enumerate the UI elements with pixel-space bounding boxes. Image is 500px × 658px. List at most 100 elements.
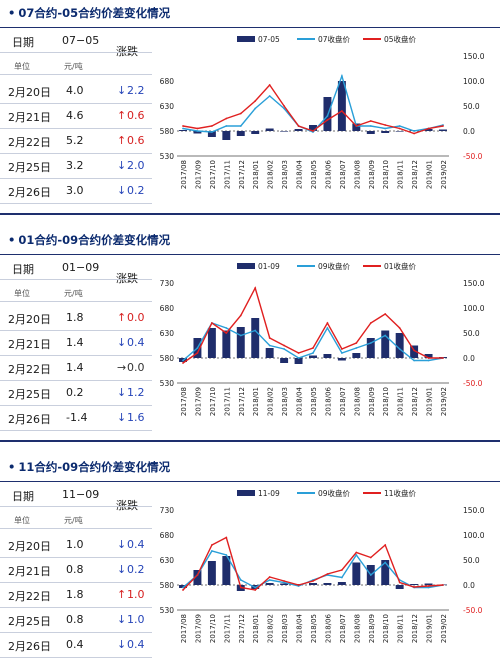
x-tick-label: 2018/01 [252,387,260,416]
far-price-point [326,119,329,121]
spread-bar [337,358,346,361]
x-tick-label: 2017/10 [209,387,217,416]
row-change-value: 0.0 [127,311,145,324]
near-price-point [239,125,242,127]
x-tick-label: 2018/04 [296,386,304,416]
unit-label: 单位 [14,62,30,71]
far-price-point [254,589,257,591]
x-tick-label: 2017/08 [180,387,188,416]
legend-swatch-bar [237,490,255,496]
near-price-point [210,131,213,133]
left-tick-label: 580 [160,581,175,590]
far-price-point [355,125,358,127]
near-price-point [384,561,387,564]
table-header-date: 日期 [12,490,34,503]
near-price-point [182,359,184,362]
near-price-point [225,327,228,329]
right-tick-label: 100.0 [463,304,485,313]
spread-bar [439,129,447,131]
x-tick-label: 2018/02 [267,387,275,416]
row-rule [0,405,152,406]
row-change-value: 0.6 [127,134,145,147]
far-price-point [413,349,416,352]
row-change-value: 0.2 [127,563,145,576]
x-tick-label: 2018/06 [324,386,332,416]
row-date: 2月21日 [8,338,51,351]
unit-value: 元/吨 [64,289,83,298]
spread-bar [352,353,361,358]
row-change-value: 0.4 [127,538,145,551]
spread-chart: 01-09 09收盘价 01收盘价 730 680 630 580 530 150.0 100.0… [160,261,485,416]
row-rule [0,380,152,381]
row-change-value: 2.2 [127,84,145,97]
far-price-point [398,327,401,329]
near-price-point [427,586,430,589]
far-price-point [384,544,387,546]
spread-panel: • 11合约-09合约价差变化情况 日期 11−09 涨跌 单位 元/吨 2月20日 1.0 ↓ 0… [0,454,500,658]
right-tick-label: 150.0 [463,506,485,515]
near-price-point [326,327,329,329]
far-price-point [225,117,228,120]
spread-bar [265,128,274,131]
row-spread-value: 1.0 [66,538,84,551]
section-title: • 11合约-09合约价差变化情况 [8,459,170,475]
legend-item: 11收盘价 [363,488,417,498]
row-rule [0,103,152,104]
change-arrow-icon: ↓ [117,336,127,349]
left-tick-label: 680 [160,531,175,540]
bullet-icon: • [8,6,16,20]
spread-bar [236,327,245,358]
row-rule [0,632,152,633]
near-price-point [297,357,300,359]
spread-bar [222,556,231,585]
x-tick-label: 2018/02 [267,160,275,189]
right-tick-label: -50.0 [463,606,483,615]
spread-bar [280,131,289,132]
spread-bar [236,131,245,136]
table-header-date: 日期 [12,36,34,49]
far-price-point [384,313,387,315]
row-rule [0,355,152,356]
far-price-point [427,127,430,130]
near-price-point [312,352,314,354]
row-change-value: 1.0 [127,588,145,601]
spread-panel: • 01合约-09合约价差变化情况 日期 01−09 涨跌 单位 元/吨 2月20日 1.8 ↑ 0… [0,227,500,446]
row-date: 2月22日 [8,590,51,603]
x-tick-label: 2019/02 [440,160,448,189]
far-price-point [210,544,213,546]
row-spread-value: 0.8 [66,563,84,576]
row-spread-value: 5.2 [66,134,84,147]
legend-item: 11-09 [237,489,280,498]
legend-item: 07收盘价 [297,34,351,44]
near-price-point [210,550,213,552]
row-spread-value: 4.6 [66,109,84,122]
unit-value: 元/吨 [64,62,83,71]
spread-bar [410,584,419,585]
spread-bar [381,330,390,358]
row-spread-value: 4.0 [66,84,84,97]
near-price-point [340,75,343,77]
table-header-change: 涨跌 [116,272,138,285]
row-change-value: 1.6 [127,411,145,424]
x-tick-label: 2018/05 [310,614,318,643]
far-price-point [268,84,271,86]
x-tick-label: 2018/04 [296,159,304,189]
table-header-date: 日期 [12,263,34,276]
far-price-point [369,556,372,559]
row-rule [0,557,152,558]
spread-bar [381,131,390,133]
spread-bar [207,328,216,358]
spread-bar [280,358,289,363]
table-header-spread: 11−09 [62,488,100,501]
row-spread-value: 1.4 [66,361,84,374]
row-change-value: 0.6 [127,109,145,122]
table-header-spread: 01−09 [62,261,100,274]
x-tick-label: 2018/07 [339,387,347,416]
far-price-point [239,314,242,317]
spread-bar [352,562,361,585]
row-date: 2月25日 [8,388,51,401]
row-rule [0,128,152,129]
x-tick-label: 2018/03 [281,387,289,416]
far-price-point [340,569,343,571]
left-tick-label: 630 [160,556,175,565]
